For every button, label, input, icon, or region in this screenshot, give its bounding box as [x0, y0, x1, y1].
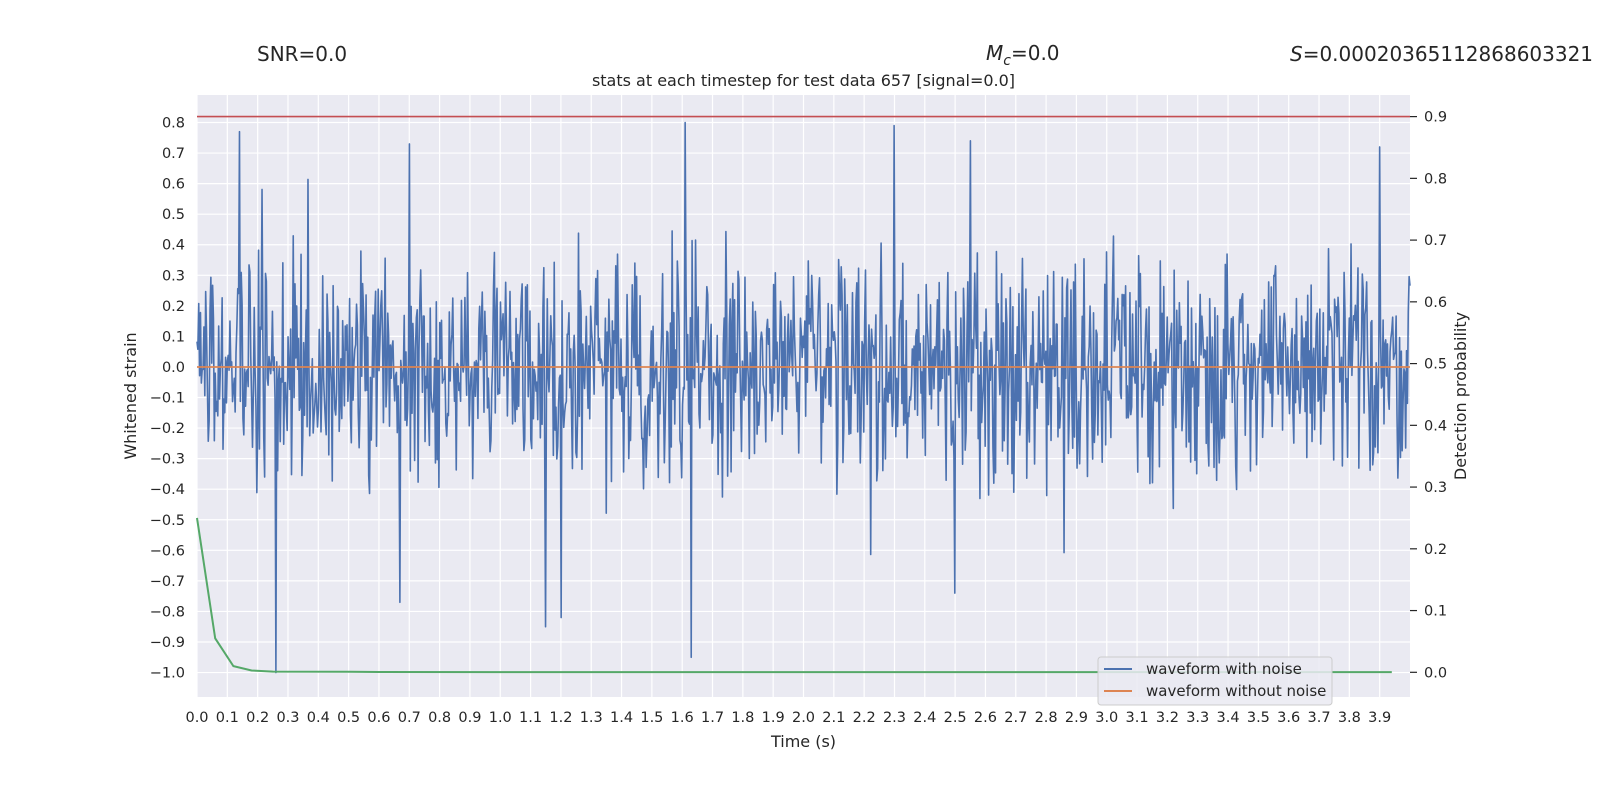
x-tick-label: 3.7 [1307, 710, 1330, 726]
x-tick-label: 0.2 [246, 710, 269, 726]
y-tick-label-left: −0.1 [150, 391, 185, 407]
chirp-mass-header: Mc=0.0 [986, 41, 1060, 69]
detection-probability-line [196, 517, 1392, 674]
y-tick-label-left: 0.8 [162, 116, 185, 132]
y-tick-label-left: 0.1 [162, 329, 185, 345]
statistic-value: =0.00020365112868603321 [1303, 42, 1593, 66]
legend-label-waveform-with-noise: waveform with noise [1146, 660, 1302, 678]
y-tick-label-left: 0.2 [162, 299, 185, 315]
waveform-with-noise-series [196, 121, 1411, 674]
x-tick-label: 0.8 [428, 710, 451, 726]
y-tick-label-left: −0.7 [150, 574, 185, 590]
x-tick-label: 0.1 [216, 710, 239, 726]
y-tick-label-right: 0.6 [1424, 295, 1447, 311]
chirp-mass-value: =0.0 [1011, 41, 1060, 65]
x-tick-label: 2.3 [883, 710, 906, 726]
legend-box [1097, 656, 1333, 706]
y-tick-label-right: 0.5 [1424, 357, 1447, 373]
x-tick-label: 1.8 [731, 710, 754, 726]
x-tick-label: 3.1 [1126, 710, 1149, 726]
x-tick-label: 3.9 [1368, 710, 1391, 726]
x-tick-label: 1.0 [489, 710, 512, 726]
y-tick-label-left: 0.7 [162, 146, 185, 162]
x-tick-label: 2.7 [1004, 710, 1027, 726]
x-tick-label: 1.6 [671, 710, 694, 726]
y-tick-label-left: 0.5 [162, 207, 185, 223]
x-tick-label: 2.9 [1065, 710, 1088, 726]
snr-header: SNR=0.0 [257, 42, 347, 66]
x-tick-label: 3.8 [1338, 710, 1361, 726]
x-tick-label: 0.7 [398, 710, 421, 726]
x-tick-label: 2.8 [1035, 710, 1058, 726]
x-tick-label: 3.3 [1186, 710, 1209, 726]
axes: 0.0 0.1 0.2 0.3 0.4 0.5 0.6 0.7 0.8 0.9 1.0 1.1 1.2 1… [150, 110, 1447, 726]
waveform-with-noise-line [196, 121, 1411, 674]
y-tick-label-right: 0.8 [1424, 171, 1447, 187]
x-tick-label: 3.4 [1217, 710, 1240, 726]
legend: waveform with noise waveform without noi… [1097, 656, 1333, 706]
y-tick-label-right: 0.4 [1424, 418, 1447, 434]
y-tick-label-left: 0.6 [162, 177, 185, 193]
x-tick-label: 0.0 [185, 710, 208, 726]
x-tick-label: 2.4 [913, 710, 936, 726]
y-tick-label-left: −0.8 [150, 604, 185, 620]
y-tick-label-right: 0.1 [1424, 604, 1447, 620]
y-axis-label-left: Whitened strain [121, 332, 140, 459]
x-tick-label: 1.7 [701, 710, 724, 726]
x-tick-label: 0.6 [367, 710, 390, 726]
x-tick-label: 0.4 [307, 710, 330, 726]
x-tick-label: 1.3 [580, 710, 603, 726]
x-axis-label: Time (s) [770, 732, 836, 751]
y-tick-label-right: 0.0 [1424, 665, 1447, 681]
y-tick-label-right: 0.7 [1424, 233, 1447, 249]
y-tick-label-left: −1.0 [150, 666, 185, 682]
y-tick-label-left: −0.2 [150, 421, 185, 437]
x-tick-label: 3.2 [1156, 710, 1179, 726]
x-tick-label: 2.0 [792, 710, 815, 726]
chart-title: stats at each timestep for test data 657… [592, 71, 1015, 90]
y-tick-label-left: −0.3 [150, 452, 185, 468]
y-tick-label-left: −0.4 [150, 482, 185, 498]
x-tick-label: 1.5 [640, 710, 663, 726]
y-tick-label-left: −0.5 [150, 513, 185, 529]
x-tick-label: 1.4 [610, 710, 633, 726]
x-tick-label: 1.2 [549, 710, 572, 726]
x-tick-label: 2.1 [822, 710, 845, 726]
y-tick-label-right: 0.3 [1424, 480, 1447, 496]
chirp-mass-subscript: c [1003, 53, 1011, 69]
x-tick-label: 2.6 [974, 710, 997, 726]
y-tick-label-left: 0.3 [162, 268, 185, 284]
x-tick-label: 2.2 [853, 710, 876, 726]
x-tick-label: 3.5 [1247, 710, 1270, 726]
x-tick-label: 0.3 [276, 710, 299, 726]
x-tick-label: 2.5 [944, 710, 967, 726]
x-tick-label: 1.9 [762, 710, 785, 726]
detection-probability-series [196, 517, 1392, 674]
y-axis-label-right: Detection probability [1451, 312, 1470, 480]
y-tick-label-left: 0.4 [162, 238, 185, 254]
chirp-mass-symbol: M [986, 41, 1003, 65]
x-tick-label: 1.1 [519, 710, 542, 726]
y-tick-label-left: 0.0 [162, 360, 185, 376]
y-tick-label-right: 0.9 [1424, 110, 1447, 126]
grid [196, 95, 1410, 697]
y-tick-label-left: −0.9 [150, 635, 185, 651]
y-tick-label-left: −0.6 [150, 543, 185, 559]
y-tick-label-right: 0.2 [1424, 542, 1447, 558]
statistic-symbol: S [1290, 42, 1303, 66]
x-tick-label: 3.6 [1277, 710, 1300, 726]
x-tick-label: 3.0 [1095, 710, 1118, 726]
x-tick-label: 0.9 [458, 710, 481, 726]
x-tick-label: 0.5 [337, 710, 360, 726]
legend-label-waveform-without-noise: waveform without noise [1146, 682, 1326, 700]
statistic-header: S=0.00020365112868603321 [1290, 42, 1593, 66]
